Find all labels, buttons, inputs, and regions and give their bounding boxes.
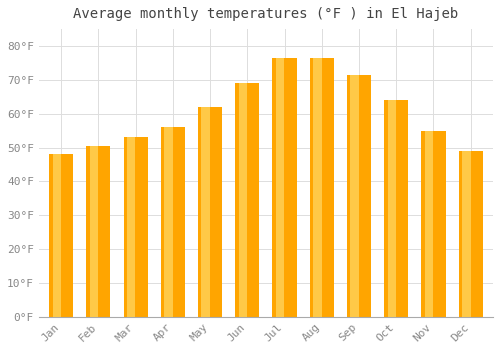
Bar (198, 107, 222, 317)
Bar (124, 138, 148, 317)
Bar (425, 131, 434, 317)
Bar (90, 146, 98, 317)
Bar (462, 151, 470, 317)
Title: Average monthly temperatures (°F ) in El Hajeb: Average monthly temperatures (°F ) in El… (74, 7, 458, 21)
Bar (202, 107, 210, 317)
Bar (384, 100, 408, 317)
Bar (388, 100, 396, 317)
Bar (238, 83, 247, 317)
Bar (49, 154, 73, 317)
Bar (52, 154, 61, 317)
Bar (276, 58, 284, 317)
Bar (86, 146, 110, 317)
Bar (350, 75, 359, 317)
Bar (164, 127, 172, 317)
Bar (127, 138, 136, 317)
Bar (422, 131, 446, 317)
Bar (313, 58, 322, 317)
Bar (272, 58, 296, 317)
Bar (347, 75, 371, 317)
Bar (235, 83, 260, 317)
Bar (160, 127, 185, 317)
Bar (458, 151, 483, 317)
Bar (310, 58, 334, 317)
